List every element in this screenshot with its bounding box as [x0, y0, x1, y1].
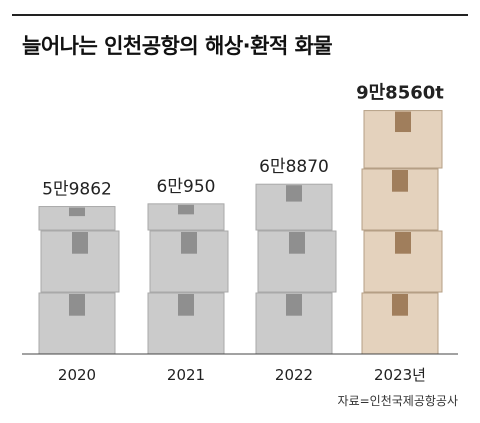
source-note: 자료=인천국제공항공사: [337, 394, 458, 408]
tape-2-2: [286, 185, 302, 202]
tape-0-0: [69, 294, 85, 316]
bar-0: [38, 206, 120, 355]
tick-label-0: 2020: [58, 366, 96, 384]
tape-1-1: [181, 232, 197, 254]
bar-1: [147, 203, 229, 355]
box-0-2: [38, 206, 116, 231]
bar-3: [361, 110, 443, 355]
title-rule: [12, 14, 468, 16]
tape-3-0: [392, 294, 408, 316]
tick-label-2: 2022: [275, 366, 313, 384]
tape-2-1: [289, 232, 305, 254]
tape-3-2: [392, 170, 408, 192]
tape-1-0: [178, 294, 194, 316]
data-label-1: 6만950: [157, 177, 216, 197]
tick-label-1: 2021: [167, 366, 205, 384]
tick-label-3: 2023년: [374, 366, 426, 384]
data-label-2: 6만8870: [259, 157, 329, 177]
tape-2-0: [286, 294, 302, 316]
tape-0-2: [69, 207, 85, 217]
bar-2: [255, 183, 337, 355]
tape-3-3: [395, 111, 411, 133]
data-label-0: 5만9862: [42, 180, 112, 200]
chart-title: 늘어나는 인천공항의 해상·환적 화물: [22, 34, 333, 58]
tape-0-1: [72, 232, 88, 254]
tape-1-2: [178, 204, 194, 215]
data-label-3: 9만8560t: [356, 83, 444, 104]
tape-3-1: [395, 232, 411, 254]
